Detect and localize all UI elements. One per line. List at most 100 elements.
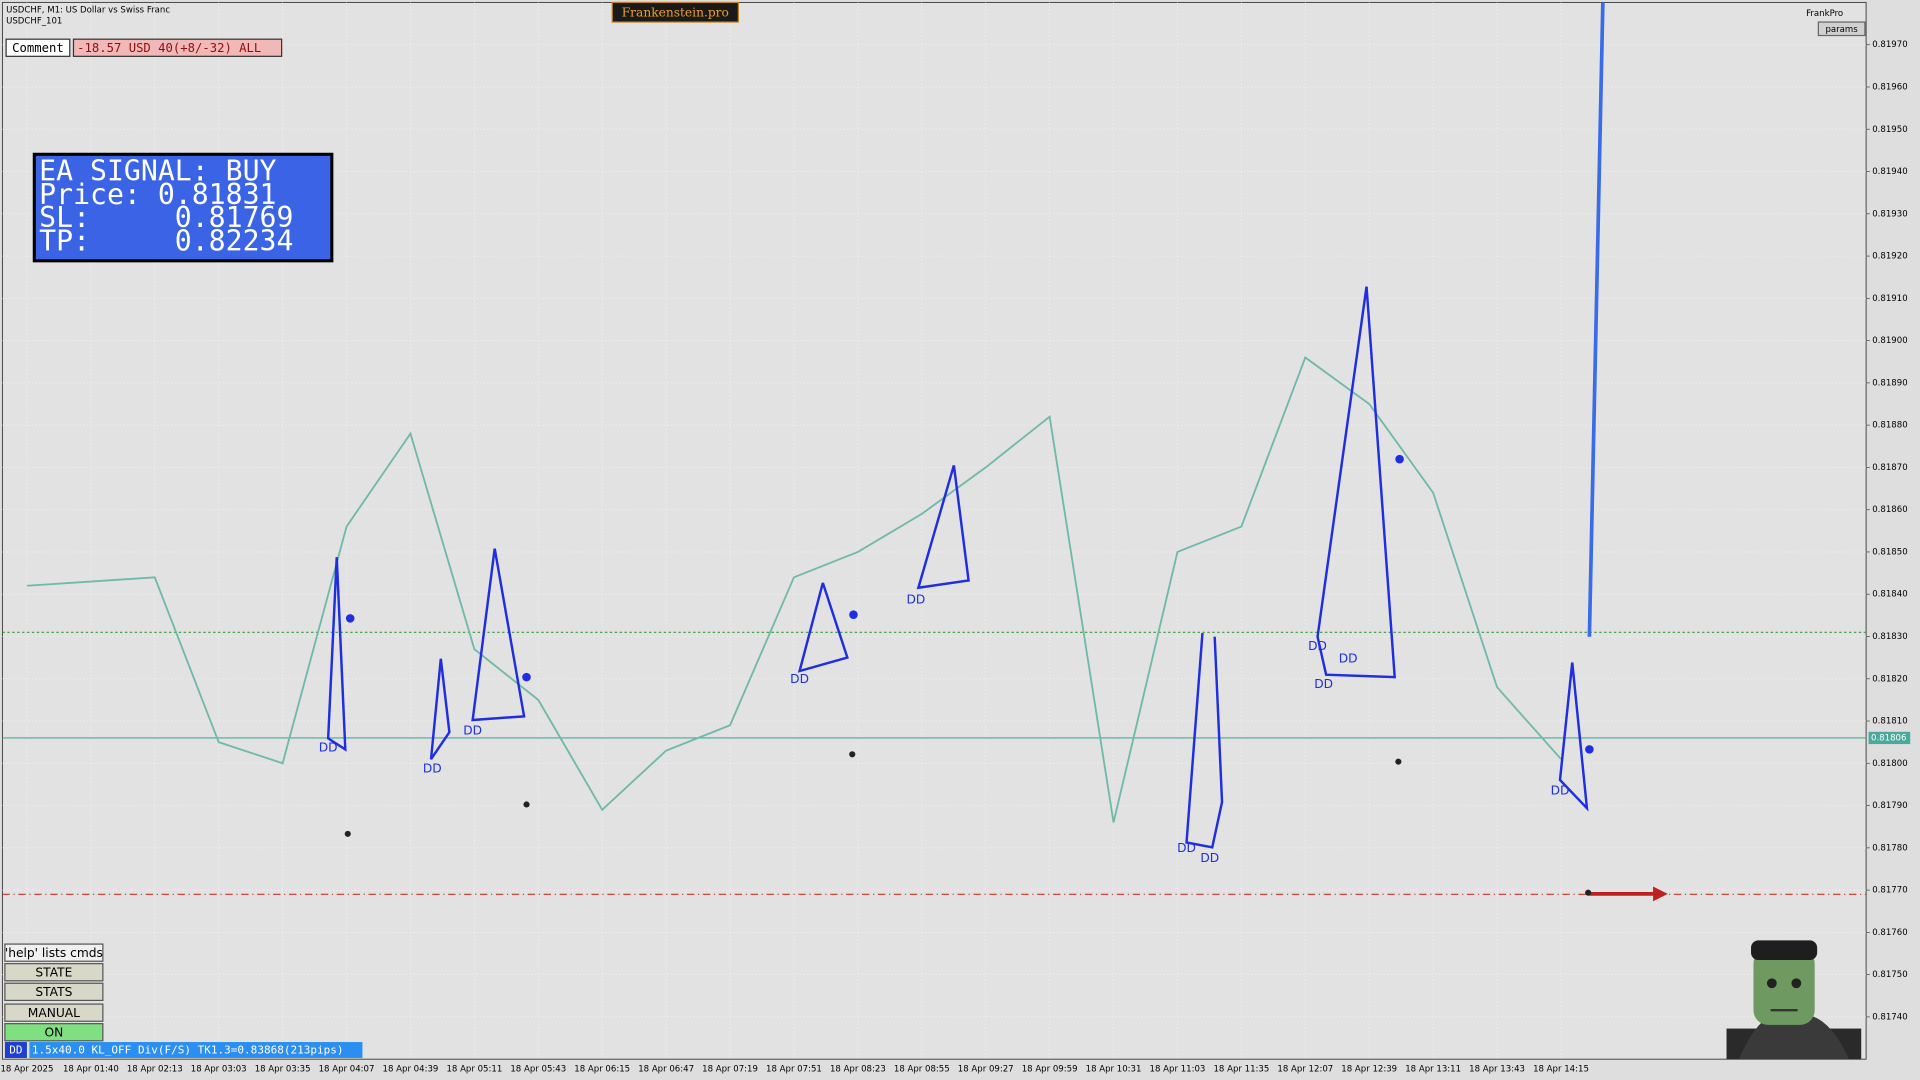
x-tick-label: 18 Apr 10:31 bbox=[1086, 1064, 1142, 1074]
x-tick-label: 18 Apr 08:23 bbox=[830, 1064, 886, 1074]
x-tick-label: 18 Apr 07:19 bbox=[702, 1064, 758, 1074]
dd-label: DD bbox=[790, 672, 809, 686]
signal-line: Price: 0.81831 bbox=[39, 178, 276, 211]
series bbox=[26, 356, 1562, 823]
comment-label: Comment bbox=[12, 41, 64, 55]
price-label: 0.81806 bbox=[1871, 733, 1906, 743]
y-tick-label: 0.81830 bbox=[1872, 632, 1907, 642]
button-label[interactable]: STATS bbox=[35, 985, 72, 999]
y-tick-label: 0.81790 bbox=[1872, 801, 1907, 811]
sl-arrowhead bbox=[1653, 886, 1668, 902]
signal-line: EA SIGNAL: BUY bbox=[39, 155, 276, 188]
x-tick-label: 18 Apr 02:13 bbox=[127, 1064, 183, 1074]
dd-label: DD bbox=[1339, 651, 1358, 665]
dd-label: DD bbox=[1308, 639, 1327, 653]
dd-label: DD bbox=[1177, 841, 1196, 855]
button[interactable] bbox=[4, 963, 104, 982]
y-tick-label: 0.81960 bbox=[1872, 82, 1907, 92]
tp-projection bbox=[1587, 2, 1605, 637]
x-tick-label: 18 Apr 05:43 bbox=[510, 1064, 566, 1074]
button-label[interactable]: 'help' lists cmds bbox=[5, 946, 103, 960]
x-tick-label: 18 Apr 04:07 bbox=[319, 1064, 375, 1074]
x-tick-label: 18 Apr 2025 bbox=[0, 1064, 53, 1074]
x-tick-label: 18 Apr 12:39 bbox=[1341, 1064, 1397, 1074]
x-tick-label: 18 Apr 06:47 bbox=[638, 1064, 694, 1074]
y-tick-label: 0.81920 bbox=[1872, 252, 1907, 262]
y-tick-label: 0.81890 bbox=[1872, 378, 1907, 388]
x-tick-label: 18 Apr 13:11 bbox=[1405, 1064, 1461, 1074]
y-tick-label: 0.81780 bbox=[1872, 843, 1907, 853]
brand-box bbox=[611, 1, 739, 23]
x-tick-label: 18 Apr 14:15 bbox=[1533, 1064, 1589, 1074]
brand: Frankenstein.pro bbox=[622, 5, 729, 19]
y-tick-label: 0.81800 bbox=[1872, 759, 1907, 769]
y-tick-label: 0.81880 bbox=[1872, 421, 1907, 431]
dd-label: DD bbox=[463, 724, 482, 738]
account: FrankPro bbox=[1806, 9, 1843, 19]
signal-line: SL: 0.81769 bbox=[39, 201, 293, 234]
x-tick-label: 18 Apr 11:03 bbox=[1150, 1064, 1206, 1074]
x-tick-label: 18 Apr 03:03 bbox=[191, 1064, 247, 1074]
annotations: DD DD DD DD DD DD DD DD DD DD DD bbox=[319, 593, 1570, 865]
button[interactable] bbox=[4, 943, 104, 962]
buttons: 'help' lists cmds STATE STATS MANUAL ON bbox=[4, 943, 104, 1042]
x-tick-label: 18 Apr 04:39 bbox=[383, 1064, 439, 1074]
y-tick-label: 0.81840 bbox=[1872, 590, 1907, 600]
signal-line: TP: 0.82234 bbox=[39, 224, 293, 257]
x-tick-label: 18 Apr 09:59 bbox=[1022, 1064, 1078, 1074]
y-tick-label: 0.81860 bbox=[1872, 505, 1907, 515]
status-text: 1.5x40.0 KL_OFF Div(F/S) TK1.3=0.83868(2… bbox=[32, 1044, 344, 1057]
skull-markers bbox=[344, 751, 1592, 896]
button[interactable] bbox=[4, 1003, 104, 1022]
x-tick-label: 18 Apr 13:43 bbox=[1469, 1064, 1525, 1074]
price-label-box bbox=[1868, 731, 1911, 745]
y-tick-label: 0.81770 bbox=[1872, 886, 1907, 896]
x-tick-label: 18 Apr 07:51 bbox=[766, 1064, 822, 1074]
y-tick-label: 0.81940 bbox=[1872, 167, 1907, 177]
y-tick-label: 0.81740 bbox=[1872, 1012, 1907, 1022]
comment-value-box bbox=[72, 38, 283, 57]
params-label[interactable]: params bbox=[1826, 25, 1859, 35]
x-tick-label: 18 Apr 06:15 bbox=[574, 1064, 630, 1074]
y-tick-label: 0.81810 bbox=[1872, 717, 1907, 727]
button-label[interactable]: MANUAL bbox=[28, 1006, 80, 1020]
y-tick-label: 0.81910 bbox=[1872, 294, 1907, 304]
x-tick-label: 18 Apr 08:55 bbox=[894, 1064, 950, 1074]
status-box bbox=[29, 1042, 363, 1058]
y-tick-label: 0.81900 bbox=[1872, 336, 1907, 346]
comment-label-box bbox=[5, 38, 71, 57]
y-tick-label: 0.81760 bbox=[1872, 928, 1907, 938]
params-button[interactable] bbox=[1817, 21, 1866, 37]
button[interactable] bbox=[4, 1023, 104, 1042]
x-tick-label: 18 Apr 12:07 bbox=[1277, 1064, 1333, 1074]
dd-label: DD bbox=[1314, 677, 1333, 691]
price-line bbox=[26, 356, 1562, 823]
subtitle: USDCHF_101 bbox=[6, 16, 62, 26]
levels: 0.81806 bbox=[2, 631, 1911, 895]
dd-label: DD bbox=[906, 593, 925, 607]
y-tick-label: 0.81850 bbox=[1872, 547, 1907, 557]
x-tick-label: 18 Apr 03:35 bbox=[255, 1064, 311, 1074]
comment-value: -18.57 USD 40(+8/-32) ALL bbox=[77, 41, 261, 55]
markers bbox=[345, 454, 1594, 754]
symbol-title: USDCHF, M1: US Dollar vs Swiss Franc bbox=[6, 5, 170, 15]
button-label[interactable]: STATE bbox=[35, 965, 72, 979]
status-tag: DD bbox=[9, 1044, 22, 1057]
dd-label: DD bbox=[319, 741, 338, 755]
signal-box bbox=[32, 152, 334, 263]
button[interactable] bbox=[4, 982, 104, 1002]
y-tick-label: 0.81820 bbox=[1872, 674, 1907, 684]
button-label[interactable]: ON bbox=[44, 1025, 63, 1039]
dd-label: DD bbox=[423, 761, 442, 775]
y-tick-label: 0.81950 bbox=[1872, 125, 1907, 135]
y-tick-label: 0.81930 bbox=[1872, 209, 1907, 219]
y-tick-label: 0.81870 bbox=[1872, 463, 1907, 473]
portrait bbox=[1726, 940, 1862, 1060]
x-tick-label: 18 Apr 11:35 bbox=[1213, 1064, 1269, 1074]
x-tick-label: 18 Apr 05:11 bbox=[446, 1064, 502, 1074]
status-tag-box bbox=[4, 1042, 27, 1058]
